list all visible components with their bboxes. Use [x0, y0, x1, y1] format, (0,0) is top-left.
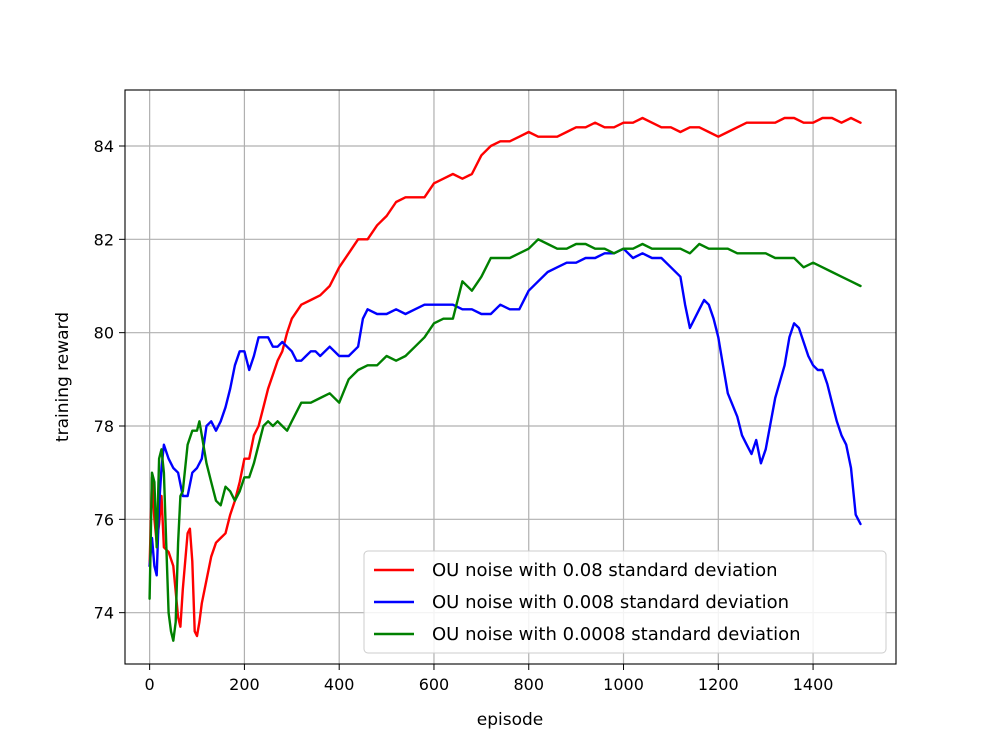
plot-frame: [124, 89, 897, 665]
legend-label-2: OU noise with 0.008 standard deviation: [432, 592, 789, 613]
y-tick-label: 82: [94, 230, 114, 249]
legend-label-1: OU noise with 0.08 standard deviation: [432, 560, 778, 581]
series-line-3: [148, 238, 862, 642]
series-line-1: [148, 116, 862, 638]
x-tick-label: 400: [324, 675, 355, 694]
y-axis-label: training reward: [53, 312, 73, 442]
grid-lines: [125, 90, 896, 664]
y-tick-label: 84: [94, 137, 114, 156]
y-tick-label: 76: [94, 510, 114, 529]
series-layer: [148, 116, 862, 642]
y-tick-label: 74: [94, 604, 114, 623]
x-tick-label: 1400: [793, 675, 834, 694]
y-tick-label: 80: [94, 324, 114, 343]
y-axis-ticks: 74 76 78 80 82 84: [94, 137, 125, 623]
x-tick-label: 0: [145, 675, 155, 694]
legend: OU noise with 0.08 standard deviation OU …: [363, 550, 887, 654]
series-line-2: [148, 247, 862, 577]
x-tick-label: 1000: [603, 675, 644, 694]
y-tick-label: 78: [94, 417, 114, 436]
legend-label-3: OU noise with 0.0008 standard deviation: [432, 624, 801, 645]
x-axis-label: episode: [477, 710, 543, 730]
x-axis-ticks: 0 200 400 600 800 1000 1200 1400: [145, 664, 834, 694]
x-tick-label: 800: [513, 675, 544, 694]
x-tick-label: 600: [419, 675, 450, 694]
x-tick-label: 200: [229, 675, 260, 694]
x-tick-label: 1200: [698, 675, 739, 694]
legend-box: [363, 550, 887, 654]
